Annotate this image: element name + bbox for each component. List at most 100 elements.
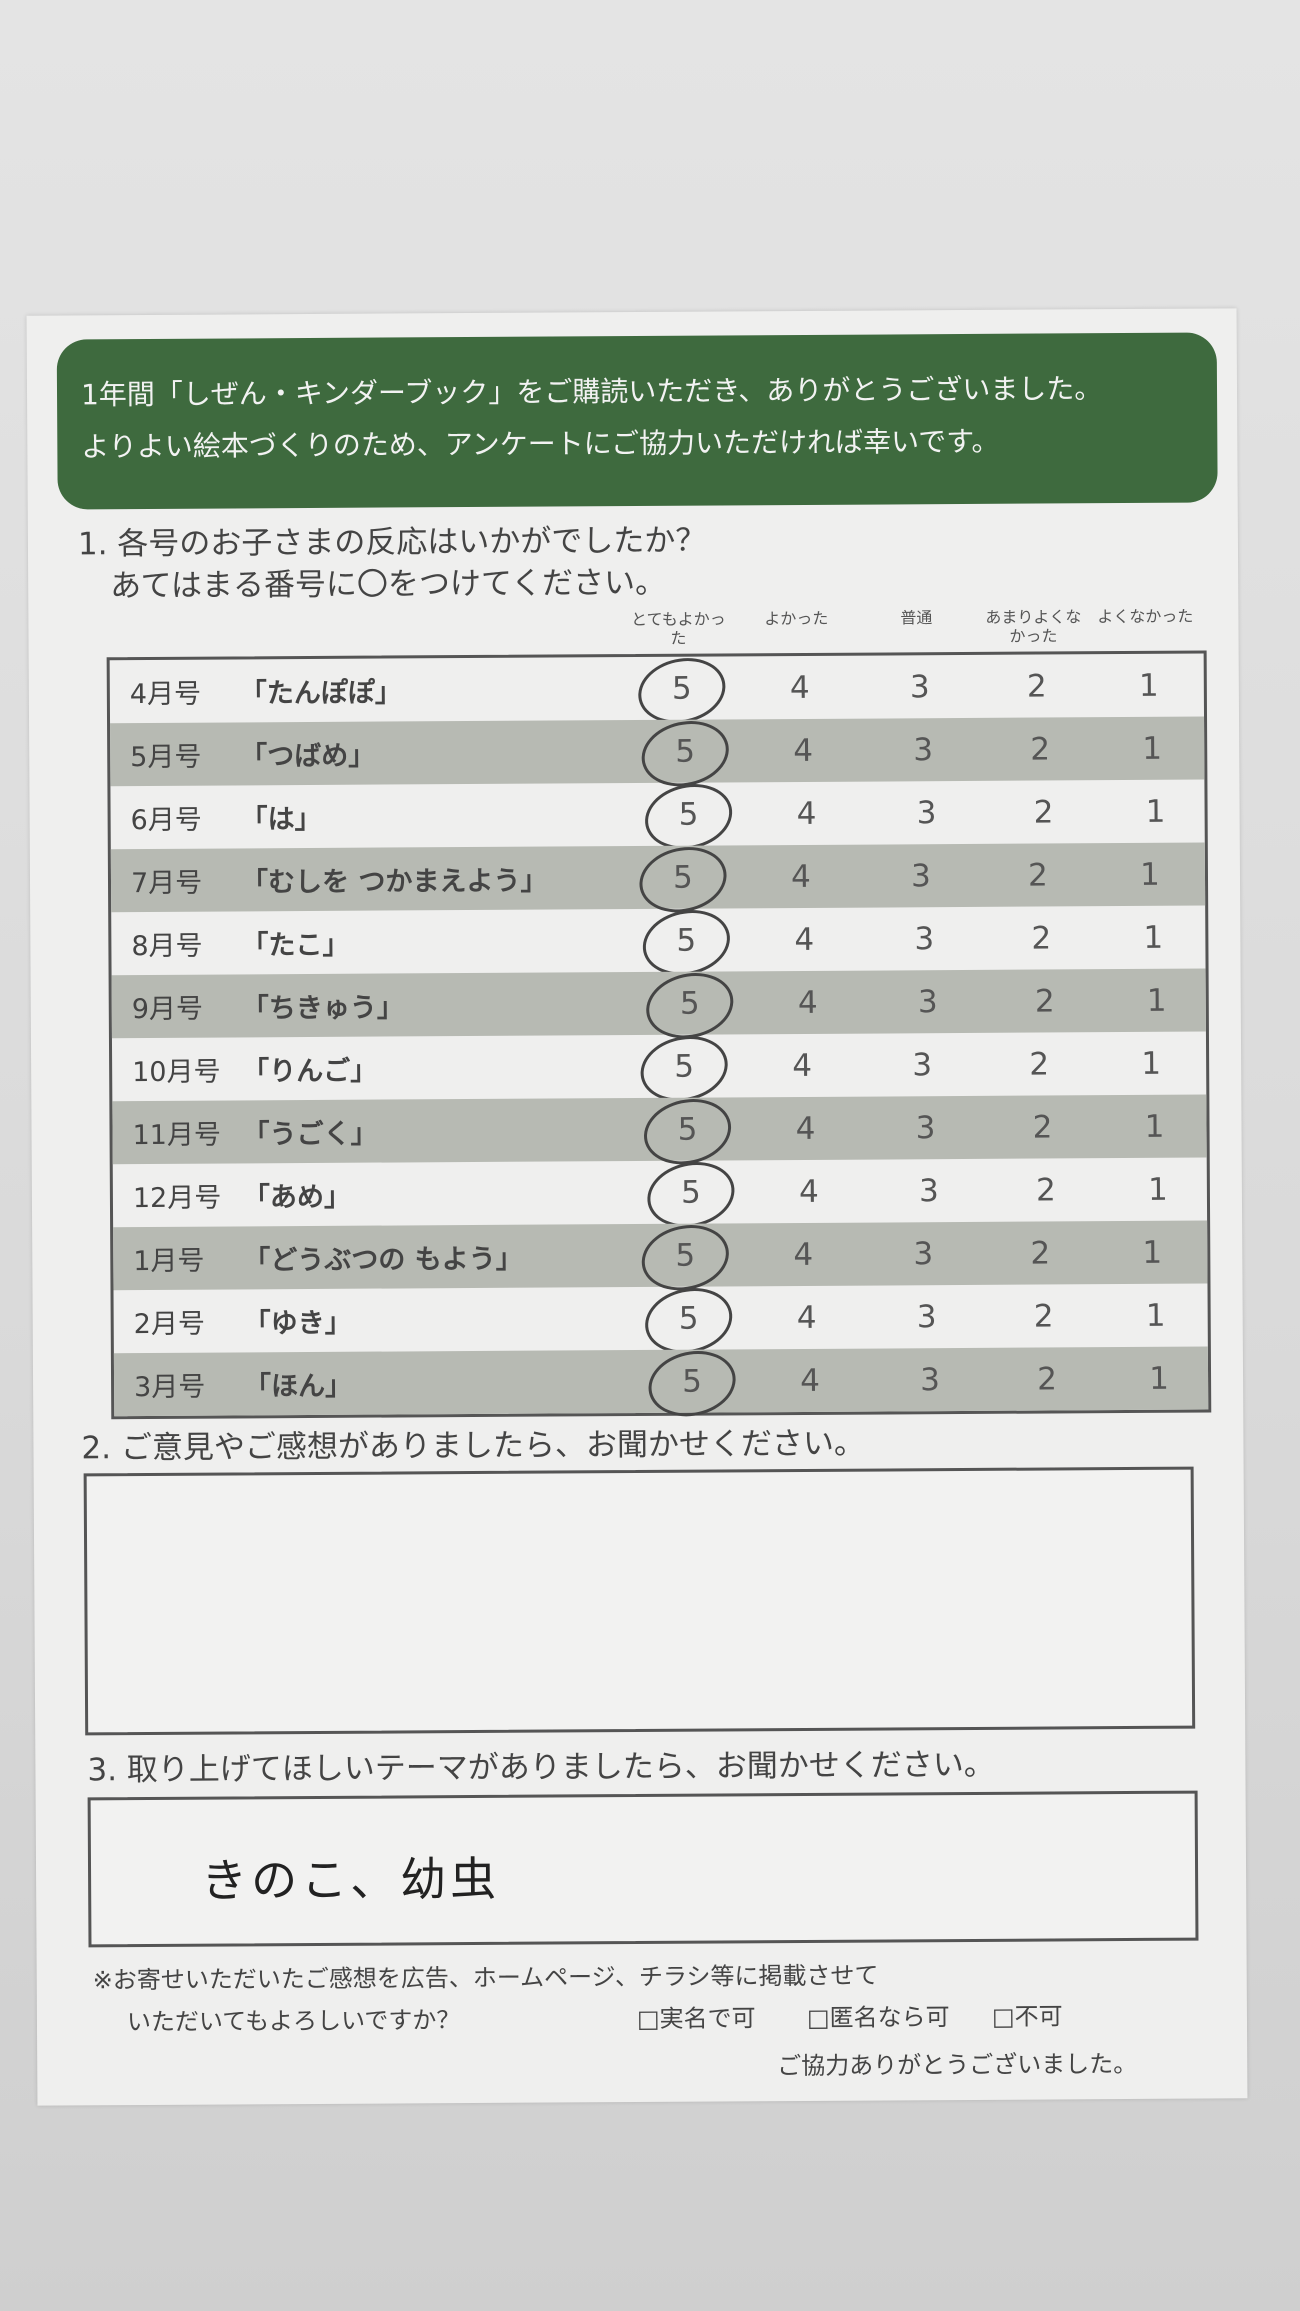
rating-option[interactable]: 1 (1142, 1234, 1163, 1271)
rating-option[interactable]: 2 (1037, 1360, 1058, 1398)
issue-label: 4月号 「たんぽぽ」 (110, 669, 630, 711)
issue-month: 8月号 (131, 930, 203, 963)
rating-option[interactable]: 3 (910, 857, 931, 894)
rating-option[interactable]: 4 (792, 1047, 813, 1084)
rating-option[interactable]: 4 (797, 984, 818, 1021)
rating-option[interactable]: 1 (1147, 1171, 1168, 1208)
issue-month: 9月号 (131, 993, 204, 1026)
rating-option[interactable]: 1 (1146, 982, 1167, 1019)
issue-label: 3月号 「ほん」 (114, 1362, 634, 1404)
rating-option[interactable]: 3 (915, 1109, 936, 1146)
comments-box[interactable] (83, 1466, 1196, 1736)
rating-option[interactable]: 5 (652, 670, 712, 706)
rating-option[interactable]: 1 (1144, 1108, 1165, 1145)
issue-title: 「ゆき」 (243, 1307, 352, 1340)
rating-option[interactable]: 3 (914, 920, 935, 957)
rating-option[interactable]: 4 (793, 1236, 814, 1273)
rating-option[interactable]: 2 (1027, 856, 1048, 894)
issue-label: 10月号 「りんご」 (112, 1047, 632, 1089)
issue-title: 「たんぽぽ」 (239, 677, 402, 710)
rating-option[interactable]: 3 (913, 731, 934, 768)
rating-option[interactable]: 4 (793, 732, 814, 769)
rating-option[interactable]: 4 (796, 795, 817, 832)
rating-option[interactable]: 5 (660, 985, 720, 1021)
column-header: とてもよかった (630, 609, 726, 648)
table-row: 11月号 「うごく」 5 4 3 2 1 (112, 1094, 1207, 1165)
rating-option[interactable]: 3 (918, 1172, 939, 1209)
issue-month: 2月号 (133, 1308, 205, 1341)
issue-month: 10月号 (132, 1056, 221, 1089)
rating-option[interactable]: 2 (1033, 1297, 1054, 1335)
rating-option[interactable]: 4 (798, 1173, 819, 1210)
consent-no[interactable]: □不可 (991, 2002, 1063, 2031)
consent-real-name[interactable]: □実名で可 (636, 2004, 756, 2034)
rating-option[interactable]: 2 (1032, 1108, 1053, 1146)
issue-title: 「たこ」 (241, 929, 350, 962)
rating-option[interactable]: 4 (796, 1299, 817, 1336)
rating-option[interactable]: 2 (1030, 1234, 1051, 1272)
handwritten-answer: きのこ、幼虫 (200, 1851, 501, 1908)
rating-option[interactable]: 4 (789, 669, 810, 706)
rating-option[interactable]: 4 (790, 858, 811, 895)
rating-option[interactable]: 1 (1149, 1360, 1170, 1397)
issue-month: 6月号 (130, 804, 202, 837)
issue-label: 8月号 「たこ」 (111, 921, 631, 963)
rating-option[interactable]: 2 (1030, 730, 1051, 768)
rating-option[interactable]: 3 (913, 1235, 934, 1272)
rating-option[interactable]: 1 (1141, 1045, 1162, 1082)
rating-option[interactable]: 2 (1026, 667, 1047, 705)
issue-label: 1月号 「どうぶつの もよう」 (113, 1236, 633, 1278)
rating-option[interactable]: 2 (1029, 1045, 1050, 1083)
column-header: よくなかった (1097, 606, 1194, 627)
table-row: 7月号 「むしを つかまえよう」 5 4 3 2 1 (110, 842, 1206, 913)
issue-title: 「は」 (240, 803, 322, 836)
rating-option[interactable]: 2 (1031, 919, 1052, 957)
rating-option[interactable]: 1 (1138, 667, 1159, 704)
issue-label: 2月号 「ゆき」 (114, 1299, 634, 1341)
rating-option[interactable]: 3 (917, 983, 938, 1020)
rating-option[interactable]: 1 (1143, 919, 1164, 956)
rating-option[interactable]: 5 (662, 1363, 722, 1399)
issue-label: 9月号 「ちきゅう」 (112, 984, 632, 1026)
rating-option[interactable]: 5 (661, 1174, 721, 1210)
banner-line-1: 1年間「しぜん・キンダーブック」をご購読いただき、ありがとうございました。 (80, 372, 1103, 412)
rating-option[interactable]: 5 (658, 796, 718, 832)
rating-option[interactable]: 4 (795, 1110, 816, 1147)
rating-option[interactable]: 2 (1035, 1171, 1056, 1209)
rating-table: 4月号 「たんぽぽ」 5 4 3 2 1 5月号 「つばめ」 5 4 3 2 1 6月号 「は」 5 4 3 2 1 7月… (106, 650, 1212, 1420)
rating-option[interactable]: 5 (655, 1237, 715, 1273)
rating-option[interactable]: 4 (800, 1362, 821, 1399)
issue-month: 7月号 (130, 867, 203, 900)
themes-box[interactable]: きのこ、幼虫 (87, 1790, 1199, 1948)
rating-option[interactable]: 5 (656, 922, 716, 958)
rating-option[interactable]: 3 (912, 1046, 933, 1083)
banner-line-2: よりよい絵本づくりのため、アンケートにご協力いただければ幸いです。 (81, 424, 1000, 464)
consent-question-2: いただいてもよろしいですか？ (126, 2006, 461, 2037)
rating-option[interactable]: 1 (1145, 1297, 1166, 1334)
rating-option[interactable]: 4 (794, 921, 815, 958)
issue-title: 「つばめ」 (240, 740, 376, 773)
issue-title: 「うごく」 (242, 1118, 378, 1151)
rating-option[interactable]: 2 (1033, 793, 1054, 831)
issue-label: 5月号 「つばめ」 (110, 732, 630, 774)
consent-anonymous[interactable]: □匿名なら可 (806, 2003, 950, 2032)
rating-option[interactable]: 5 (655, 733, 715, 769)
rating-option[interactable]: 5 (654, 1048, 714, 1084)
rating-option[interactable]: 3 (916, 794, 937, 831)
issue-title: 「りんご」 (242, 1055, 378, 1088)
rating-option[interactable]: 5 (653, 859, 713, 895)
table-row: 12月号 「あめ」 5 4 3 2 1 (113, 1158, 1207, 1228)
issue-month: 5月号 (130, 741, 202, 774)
rating-option[interactable]: 1 (1142, 730, 1163, 767)
rating-option[interactable]: 5 (659, 1300, 719, 1336)
rating-option[interactable]: 3 (920, 1361, 941, 1398)
rating-option[interactable]: 1 (1139, 856, 1160, 893)
column-header: 普通 (900, 608, 933, 628)
rating-option[interactable]: 1 (1145, 793, 1166, 830)
rating-option[interactable]: 2 (1034, 982, 1055, 1020)
table-row: 2月号 「ゆき」 5 4 3 2 1 (113, 1284, 1207, 1354)
rating-option[interactable]: 3 (916, 1298, 937, 1335)
rating-option[interactable]: 5 (657, 1111, 717, 1147)
rating-option[interactable]: 3 (909, 668, 930, 705)
question-2-title: 2. ご意見やご感想がありましたら、お聞かせください。 (81, 1425, 865, 1467)
